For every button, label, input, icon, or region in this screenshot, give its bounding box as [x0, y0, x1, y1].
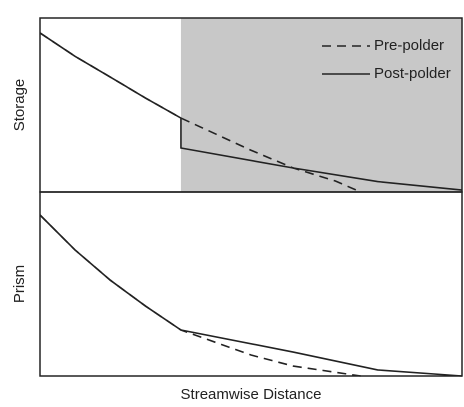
y-axis-label: Storage — [11, 79, 28, 132]
line — [39, 32, 463, 191]
legend-label: Pre-polder — [374, 37, 444, 54]
plot-frame — [39, 191, 463, 377]
y-axis-label: Prism — [11, 265, 28, 303]
legend-label: Post-polder — [374, 65, 451, 82]
line — [39, 32, 362, 193]
shaded-region — [180, 18, 462, 192]
line — [39, 214, 361, 377]
x-axis-label: Streamwise Distance — [181, 386, 322, 403]
line — [39, 214, 463, 377]
